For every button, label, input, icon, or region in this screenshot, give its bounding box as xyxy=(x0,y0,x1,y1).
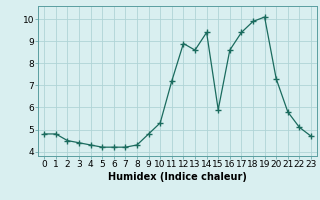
X-axis label: Humidex (Indice chaleur): Humidex (Indice chaleur) xyxy=(108,172,247,182)
